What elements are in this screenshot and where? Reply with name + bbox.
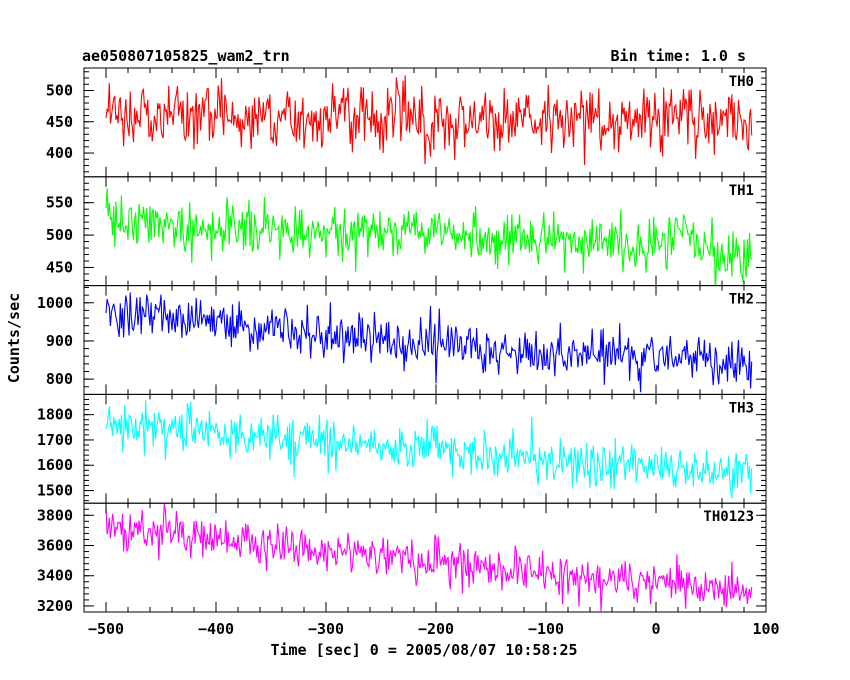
y-tick-label: 3200 [37,597,73,615]
y-tick-label: 3600 [37,537,73,555]
y-tick-label: 1700 [37,431,73,449]
panel-label: TH1 [729,183,754,199]
y-tick-label: 1500 [37,482,73,500]
panel-label: TH2 [729,292,754,308]
x-tick-label: −400 [198,620,234,638]
series-line-th3 [105,400,753,499]
panel-frame [83,285,767,395]
y-tick-label: 500 [46,82,73,100]
panel-frame [83,176,767,287]
panel-th3: 1500 1600 1700 1800 TH3 [37,393,767,504]
x-tick-label: −500 [88,620,124,638]
y-tick-label: 3400 [37,567,73,585]
panel-th0123: 3200 3400 3600 3800 TH0123 [37,502,767,615]
x-tick-label: −200 [418,620,454,638]
y-tick-label: 3800 [37,506,73,524]
panel-th1: 450 500 550 TH1 [46,176,767,287]
x-tick-label: 100 [752,620,779,638]
y-tick-label: 400 [46,144,73,162]
series-line-th1 [105,188,753,286]
y-tick-label: 1800 [37,406,73,424]
y-tick-label: 900 [46,332,73,350]
y-tick-label: 1000 [37,294,73,312]
panel-th0: 400 450 500 TH0 [46,67,767,178]
panel-frame [83,502,767,613]
y-tick-label: 500 [46,226,73,244]
x-tick-label: −100 [528,620,564,638]
chart-title: ae050807105825_wam2_trn [82,47,290,65]
panel-label: TH0 [729,74,754,90]
panel-label: TH0123 [703,509,754,525]
x-axis: −500 −400 −300 −200 −100 0 100 [88,620,780,638]
x-axis-label: Time [sec] 0 = 2005/08/07 10:58:25 [270,641,577,659]
y-tick-label: 450 [46,113,73,131]
x-tick-label: −300 [308,620,344,638]
series-line-th2 [105,292,753,393]
x-tick-label: 0 [651,620,660,638]
y-tick-label: 1600 [37,456,73,474]
y-tick-label: 550 [46,194,73,212]
panel-th2: 800 900 1000 TH2 [37,285,767,395]
panels-group: 400 450 500 TH0 450 500 550 TH1 800 900 1000 TH2 150… [37,67,767,615]
y-tick-label: 800 [46,370,73,388]
y-axis-label: Counts/sec [5,293,23,383]
bin-time-label: Bin time: 1.0 s [611,47,746,65]
panel-label: TH3 [729,400,754,416]
series-line-th0 [105,75,753,165]
y-tick-label: 450 [46,258,73,276]
series-line-th0123 [105,503,753,612]
